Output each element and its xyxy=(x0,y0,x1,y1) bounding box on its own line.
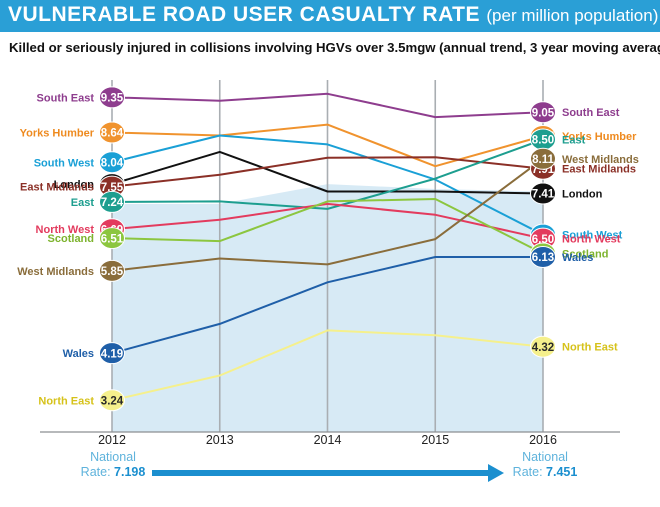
start-scotland-badge xyxy=(99,227,125,250)
start-scotland-value-label: 6.51 xyxy=(101,233,124,245)
x-tick-2016: 2016 xyxy=(529,433,557,447)
start-south-west-value-label: 8.04 xyxy=(101,157,124,169)
end-london-value-label: 7.41 xyxy=(532,189,555,201)
x-tick-2015: 2015 xyxy=(421,433,449,447)
end-west-midlands-badge xyxy=(530,147,556,170)
end-london-badge xyxy=(530,182,556,205)
national-end-value: 7.451 xyxy=(546,465,578,479)
region-label-left-wales: Wales xyxy=(63,348,94,360)
national-rate-start: National Rate: 7.198 xyxy=(78,450,148,480)
series-line-west-midlands xyxy=(111,157,544,272)
region-label-left-north-west: North West xyxy=(36,224,95,236)
start-yorks-humber-badge xyxy=(99,121,125,144)
region-label-right-north-east: North East xyxy=(562,342,618,354)
title-bar: VULNERABLE ROAD USER CASUALTY RATE (per … xyxy=(0,0,660,32)
series-line-east-midlands xyxy=(111,156,544,188)
series-line-yorks-humber xyxy=(111,123,544,168)
start-west-midlands-badge xyxy=(99,259,125,282)
national-end-line2: Rate: 7.451 xyxy=(507,465,583,480)
chart-title: VULNERABLE ROAD USER CASUALTY RATE (per … xyxy=(8,3,658,27)
chart-subtitle: Killed or seriously injured in collision… xyxy=(9,40,660,55)
end-north-east-value-label: 4.32 xyxy=(532,342,554,354)
national-start-line1: National xyxy=(90,450,136,464)
x-tick-2013: 2013 xyxy=(206,433,234,447)
national-start-line2: Rate: 7.198 xyxy=(78,465,148,480)
series-line-north-west xyxy=(111,202,544,240)
start-east-badge xyxy=(99,190,125,213)
region-label-left-south-east: South East xyxy=(37,92,95,104)
region-label-right-scotland: Scotland xyxy=(562,249,608,261)
series-line-north-east xyxy=(111,329,544,402)
national-start-value: 7.198 xyxy=(114,465,146,479)
start-west-midlands-value-label: 5.85 xyxy=(101,266,124,278)
start-south-west-badge xyxy=(99,151,125,174)
start-north-east-value-label: 3.24 xyxy=(101,395,124,407)
region-label-left-north-east: North East xyxy=(38,395,94,407)
start-south-east-value-label: 9.35 xyxy=(101,93,124,105)
end-west-midlands-value-label: 8.11 xyxy=(532,154,554,166)
national-end-line1: National xyxy=(522,450,568,464)
end-north-east-badge xyxy=(530,335,556,358)
x-tick-2014: 2014 xyxy=(314,433,342,447)
region-label-right-south-west: South West xyxy=(562,230,623,242)
region-label-left-east: East xyxy=(71,197,95,209)
national-trend-arrow-head xyxy=(488,464,504,482)
start-south-east-badge xyxy=(99,86,125,109)
region-label-left-west-midlands: West Midlands xyxy=(17,266,94,278)
end-south-east-badge xyxy=(530,101,556,124)
national-start-prefix: Rate: xyxy=(80,465,111,479)
region-label-left-scotland: Scotland xyxy=(48,233,94,245)
start-east-value-label: 7.24 xyxy=(101,197,124,209)
start-east-midlands-value-label: 7.55 xyxy=(101,182,124,194)
region-label-left-london: London xyxy=(54,179,95,191)
series-line-east xyxy=(111,138,544,210)
region-label-right-north-west: North West xyxy=(562,234,621,246)
region-label-right-south-east: South East xyxy=(562,107,620,119)
title-note: (per million population) xyxy=(486,6,659,25)
series-line-wales xyxy=(111,256,543,355)
region-label-right-west-midlands: West Midlands xyxy=(562,154,639,166)
region-label-right-east-midlands: East Midlands xyxy=(562,164,636,176)
region-label-right-wales: Wales xyxy=(562,252,593,264)
series-line-london xyxy=(111,150,544,195)
end-east-value-label: 8.50 xyxy=(532,135,554,147)
region-label-right-london: London xyxy=(562,189,603,201)
start-wales-badge xyxy=(99,342,125,365)
start-yorks-humber-value-label: 8.64 xyxy=(101,128,124,140)
title-text: VULNERABLE ROAD USER CASUALTY RATE xyxy=(8,3,481,26)
start-north-east-badge xyxy=(99,389,125,412)
region-label-left-east-midlands: East Midlands xyxy=(20,182,94,194)
end-south-east-value-label: 9.05 xyxy=(532,107,555,119)
national-rate-end: National Rate: 7.451 xyxy=(507,450,583,480)
series-line-south-east xyxy=(111,92,544,119)
national-end-prefix: Rate: xyxy=(512,465,543,479)
region-label-left-yorks-humber: Yorks Humber xyxy=(20,128,95,140)
region-label-right-east: East xyxy=(562,134,586,146)
end-wales-badge xyxy=(530,245,556,268)
region-label-right-yorks-humber: Yorks Humber xyxy=(562,131,637,143)
start-wales-value-label: 4.19 xyxy=(101,348,123,360)
x-tick-2012: 2012 xyxy=(98,433,126,447)
region-label-left-south-west: South West xyxy=(34,157,95,169)
end-north-west-value-label: 6.50 xyxy=(532,234,554,246)
end-wales-value-label: 6.13 xyxy=(532,252,554,264)
series-line-scotland xyxy=(111,198,544,255)
series-line-south-west xyxy=(111,134,544,236)
